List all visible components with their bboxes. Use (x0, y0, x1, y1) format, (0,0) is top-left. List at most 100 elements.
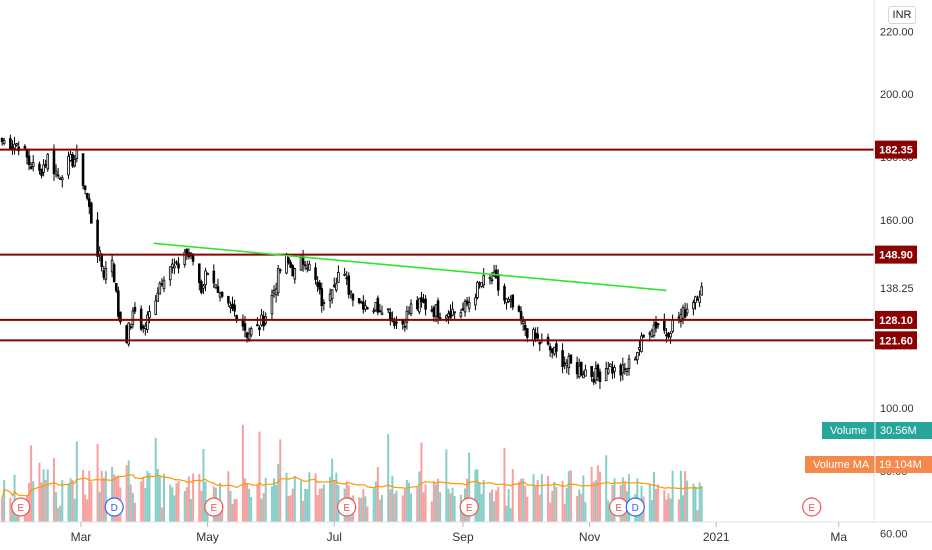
level-label: 121.60 (879, 335, 913, 347)
volume-bar (42, 469, 45, 522)
volume-bar (96, 443, 99, 522)
volume-bar (177, 481, 180, 522)
candle-body (476, 282, 479, 298)
volume-bar (362, 488, 365, 522)
candle-body (521, 320, 525, 324)
trend-layer (153, 242, 667, 292)
earnings-marker[interactable] (204, 497, 224, 517)
candle-body (276, 268, 280, 294)
volume-bar (57, 507, 60, 522)
price-tick-label: 60.00 (880, 529, 908, 541)
dividend-marker[interactable] (625, 497, 645, 517)
earnings-marker[interactable] (459, 497, 479, 517)
volume-bar (555, 487, 558, 522)
candle-body (229, 305, 232, 308)
volume-bar (650, 499, 653, 522)
candle-body (243, 323, 247, 331)
volume-bar (329, 476, 332, 522)
candle-body (29, 166, 33, 169)
time-tick-label: Mar (71, 530, 92, 544)
volume-bar (189, 498, 192, 522)
volume-bar (416, 487, 419, 522)
volume-bar (98, 491, 101, 522)
candle-body (509, 298, 512, 302)
volume-bar (657, 484, 660, 522)
volume-bar (331, 458, 334, 522)
volume-bar (169, 484, 172, 522)
candle-body (592, 378, 596, 383)
candle-body (15, 143, 18, 146)
candle-body (447, 313, 450, 317)
volume-bar (655, 488, 658, 522)
volume-bar (264, 477, 267, 522)
volume-label: Volume (830, 425, 867, 437)
candle-body (347, 275, 351, 295)
volume-bar (270, 486, 273, 522)
volume-bar (287, 495, 290, 522)
volume-bar (291, 488, 294, 522)
candle-body (227, 296, 230, 304)
candle-body (200, 281, 203, 293)
volume-bar (52, 458, 55, 522)
volume-bar (667, 493, 670, 522)
volume-bar (100, 470, 103, 522)
candle-body (575, 362, 579, 375)
dividend-marker[interactable] (104, 497, 124, 517)
event-marker-label: E (615, 503, 622, 514)
earnings-marker[interactable] (802, 497, 822, 517)
candle-body (83, 185, 87, 191)
candle-body (214, 284, 218, 289)
candle-body (436, 300, 440, 318)
volume-label-box (822, 422, 932, 439)
volume-ma-line (1, 474, 702, 499)
volume-bar (526, 496, 529, 522)
candle-body (42, 164, 45, 173)
level-label-box (875, 310, 917, 329)
candle-body (154, 300, 157, 315)
candle-body (490, 279, 494, 282)
candle-body (700, 286, 703, 296)
candle-body (625, 368, 629, 372)
candle-body (669, 333, 672, 338)
candle-body (619, 364, 623, 376)
level-label: 128.10 (879, 315, 913, 327)
candle-body (692, 302, 695, 310)
volume-bar (231, 503, 234, 522)
candle-body (640, 335, 643, 352)
candle-body (87, 198, 91, 208)
volume-bar (447, 488, 450, 522)
volume-bar (480, 494, 483, 522)
currency-badge[interactable]: INR (888, 6, 916, 24)
candle-body (241, 319, 245, 327)
earnings-marker[interactable] (337, 497, 357, 517)
candle-body (362, 301, 365, 310)
time-axis[interactable]: Mar May Jul Sep Nov 2021 Ma (71, 522, 848, 544)
volume-bar (420, 442, 423, 522)
candle-body (604, 368, 608, 382)
candle-body (351, 293, 355, 301)
volume-bar (46, 469, 49, 522)
volume-bar (553, 481, 556, 522)
candle-body (685, 308, 689, 314)
volume-bar (692, 483, 695, 522)
candle-body (395, 321, 398, 324)
volume-ma-value: 19.104M (879, 459, 922, 471)
volume-bar (682, 495, 685, 522)
candle-body (141, 326, 145, 329)
volume-bar (221, 504, 224, 522)
volume-bar (584, 502, 587, 522)
candle-body (158, 282, 162, 295)
volume-bar (173, 495, 176, 522)
candle-body (206, 273, 209, 276)
earnings-marker[interactable] (11, 497, 31, 517)
time-tick-label: Sep (452, 530, 474, 544)
green-trendline[interactable] (153, 242, 667, 292)
volume-tags: Volume 30.56M Volume MA 19.104M (805, 422, 932, 473)
candle-body (424, 298, 427, 310)
volume-bar (258, 431, 261, 522)
candle-body (85, 193, 89, 199)
volume-bar (449, 493, 452, 522)
volume-bar (1, 498, 4, 522)
